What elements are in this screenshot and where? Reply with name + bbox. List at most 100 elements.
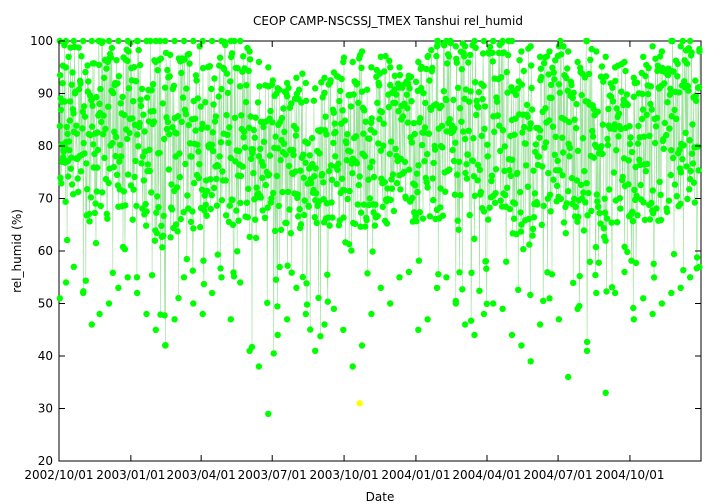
data-point [647, 83, 655, 90]
data-point [654, 67, 661, 75]
data-point [446, 116, 453, 123]
data-point [565, 118, 573, 126]
data-point [175, 294, 182, 302]
data-point [302, 97, 310, 105]
data-point [527, 120, 534, 127]
series-line [59, 40, 700, 354]
data-point [366, 195, 374, 202]
data-point [462, 169, 469, 177]
data-point [673, 115, 680, 123]
data-point [538, 221, 545, 228]
data-point [178, 69, 185, 77]
data-point [483, 300, 490, 307]
data-point [313, 219, 320, 227]
data-point [77, 80, 84, 87]
data-point [618, 88, 625, 95]
data-point [646, 132, 653, 139]
data-point-min [56, 295, 63, 302]
data-point [684, 195, 691, 203]
data-point [615, 133, 622, 140]
data-point [110, 163, 118, 171]
data-point [57, 106, 65, 114]
data-point [94, 129, 101, 136]
data-point [143, 208, 150, 215]
data-point [593, 191, 600, 198]
data-point [536, 134, 543, 141]
data-point [323, 131, 330, 138]
data-point [271, 227, 279, 235]
data-point-min [677, 284, 684, 291]
data-point [568, 174, 576, 182]
data-point [184, 192, 191, 199]
data-point [627, 134, 634, 141]
data-point [344, 131, 351, 138]
data-point [583, 338, 591, 346]
data-point [270, 350, 277, 357]
data-point [399, 113, 407, 120]
data-point [267, 107, 274, 115]
y-tick-label: 90 [38, 87, 53, 101]
data-point [465, 59, 472, 66]
data-point [229, 196, 236, 204]
data-point [295, 86, 303, 94]
data-point [116, 158, 123, 165]
data-point [463, 161, 470, 168]
data-point [347, 148, 354, 155]
data-point-max [471, 37, 478, 45]
data-point [192, 127, 199, 134]
x-tick-label: 2002/10/01 [24, 468, 93, 482]
data-point [370, 209, 377, 216]
data-point [167, 234, 174, 241]
data-point [644, 160, 651, 168]
data-point [303, 280, 310, 287]
data-point [363, 216, 370, 224]
data-point [387, 138, 395, 145]
data-point [137, 96, 144, 103]
data-point-max [405, 74, 413, 82]
data-point [418, 84, 425, 92]
data-point [328, 199, 335, 206]
data-point [635, 122, 642, 130]
data-point [362, 118, 369, 125]
data-point [392, 145, 399, 153]
data-point [528, 106, 536, 113]
data-point [590, 154, 598, 161]
data-point [186, 60, 193, 67]
data-point [549, 64, 556, 72]
data-point [467, 317, 475, 324]
data-point [580, 189, 587, 196]
data-point [237, 172, 245, 180]
data-point [354, 80, 361, 87]
data-point [97, 202, 105, 210]
data-point-min [452, 300, 459, 307]
data-point [545, 71, 552, 78]
data-point [436, 204, 444, 211]
data-point [356, 173, 363, 180]
data-point [176, 173, 184, 181]
data-point [217, 139, 225, 146]
data-point [520, 67, 527, 75]
data-point-max [424, 53, 431, 60]
data-point [623, 91, 631, 98]
data-point [639, 106, 647, 113]
data-point [344, 195, 351, 203]
data-point [85, 78, 92, 85]
data-point [484, 141, 491, 148]
data-point [185, 50, 193, 58]
data-point-max [105, 37, 113, 45]
data-point-min [396, 274, 403, 281]
data-point [321, 89, 328, 97]
data-point [200, 280, 208, 288]
data-point [425, 130, 433, 137]
data-point-max [387, 64, 394, 71]
data-point [491, 199, 499, 206]
data-point [393, 179, 401, 187]
data-point [64, 130, 71, 138]
data-point [621, 243, 628, 250]
data-point [91, 209, 99, 217]
data-point [502, 191, 509, 199]
data-point [257, 194, 264, 201]
data-point [633, 79, 641, 86]
data-point [550, 176, 557, 183]
data-point-min [358, 342, 366, 349]
